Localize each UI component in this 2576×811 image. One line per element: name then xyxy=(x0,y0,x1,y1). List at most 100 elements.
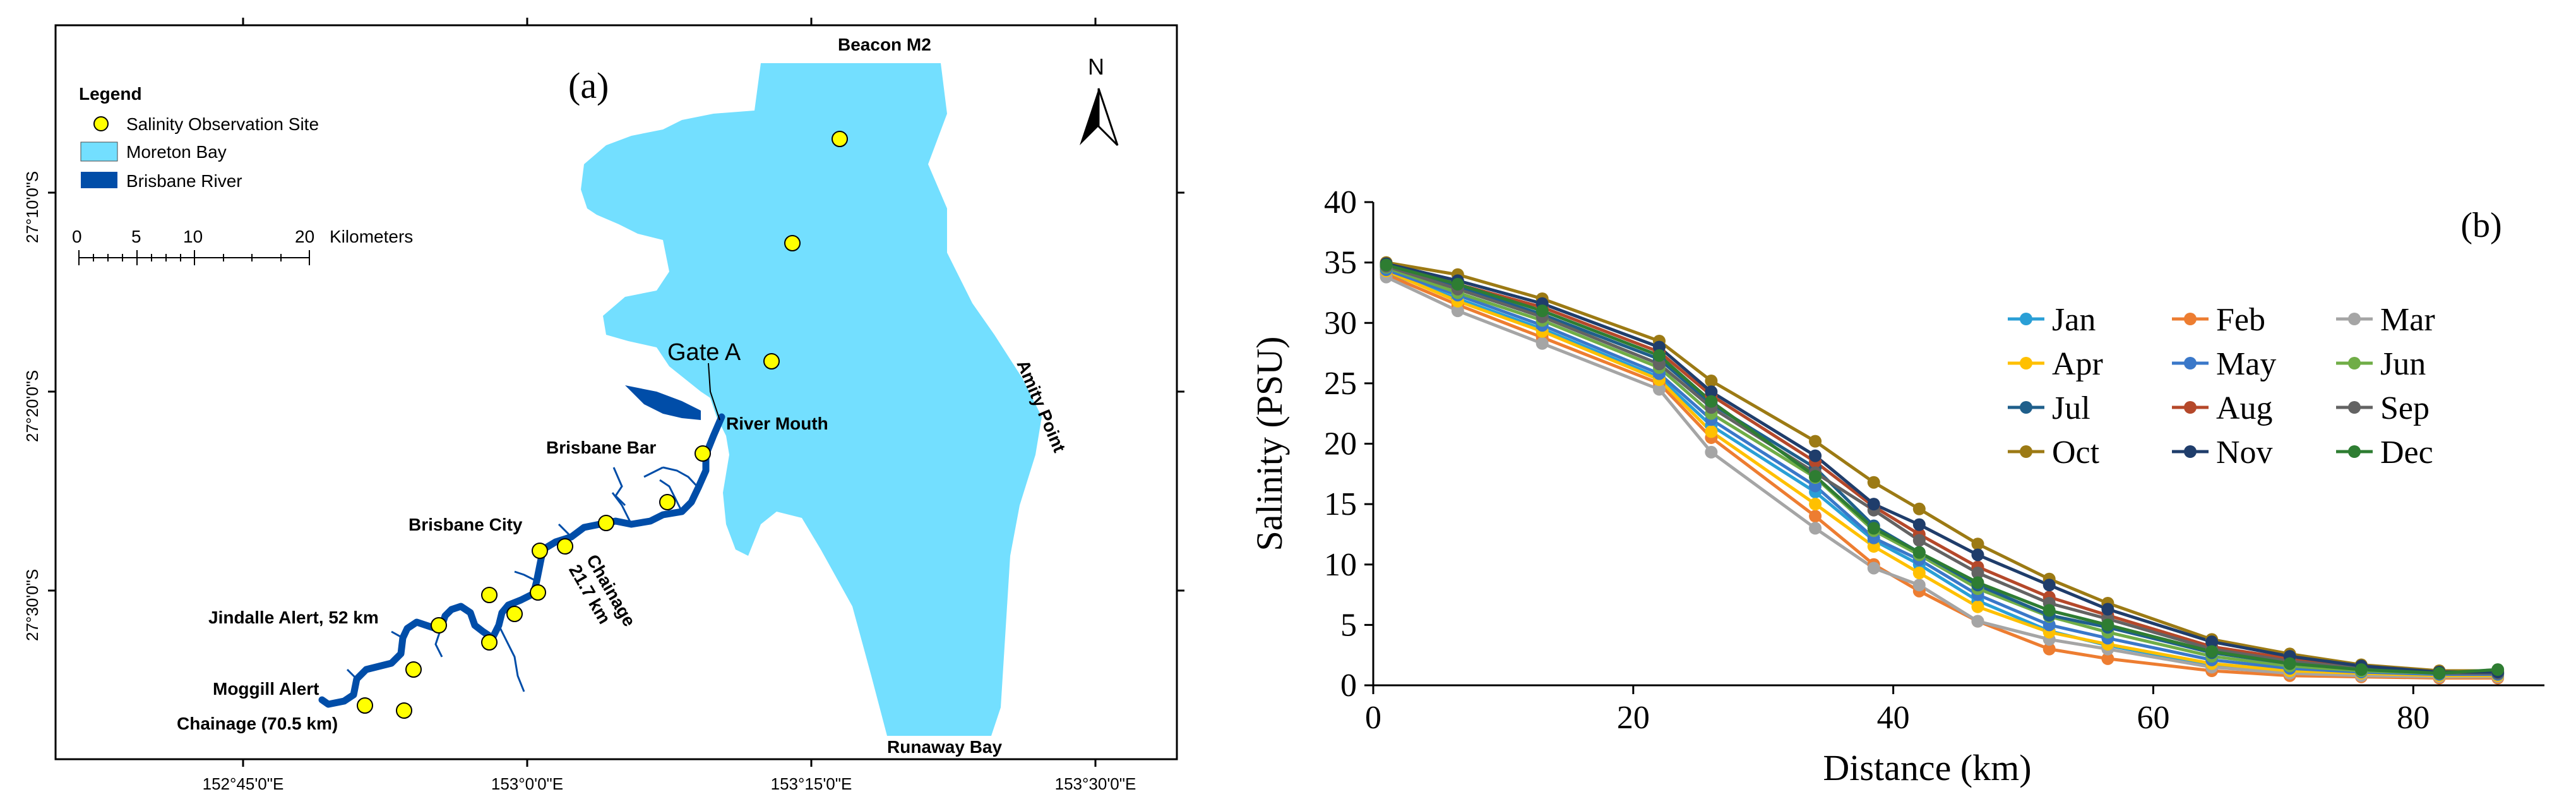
lon-label-153-15: 153°15'0"E xyxy=(771,774,852,793)
y-tick-label: 30 xyxy=(1324,305,1357,341)
series-line-jan xyxy=(1385,270,2498,676)
data-point-dec xyxy=(1912,546,1926,559)
y-tick-label: 35 xyxy=(1324,245,1357,281)
data-point-dec xyxy=(2101,618,2114,632)
data-point-feb xyxy=(2101,652,2114,665)
legend-label-may: May xyxy=(2216,346,2276,382)
legend-marker-dec xyxy=(2348,445,2361,458)
chart-axes: 0 5 10 15 20 25 30 35 40 0 20 40 60 80 xyxy=(1324,184,2544,736)
label-river-mouth: River Mouth xyxy=(726,414,828,433)
data-point-dec xyxy=(1451,278,1464,291)
data-point-apr xyxy=(1705,425,1718,438)
data-point-dec xyxy=(2433,666,2446,680)
legend-site-label: Salinity Observation Site xyxy=(126,114,319,134)
data-point-dec xyxy=(1653,349,1666,362)
panel-label-a: (a) xyxy=(568,65,609,106)
data-point-mar xyxy=(1705,445,1718,459)
legend-label-jan: Jan xyxy=(2052,302,2096,338)
legend-marker-apr xyxy=(2020,357,2032,369)
data-point-feb xyxy=(2042,642,2056,656)
data-point-dec xyxy=(2283,657,2296,670)
data-point-mar xyxy=(1535,337,1549,350)
observation-site-1 xyxy=(832,131,848,147)
data-point-apr xyxy=(1971,600,1984,613)
moreton-bay-area xyxy=(581,63,1042,736)
lat-label-27-20: 27°20'0"S xyxy=(23,370,42,442)
series-line-jul xyxy=(1385,264,2498,675)
legend-river-swatch xyxy=(81,172,117,188)
observation-site-5 xyxy=(659,494,676,510)
data-point-mar xyxy=(1912,579,1926,592)
label-chainage-70-5: Chainage (70.5 km) xyxy=(177,714,338,733)
legend-marker-jan xyxy=(2020,313,2032,325)
legend-label-dec: Dec xyxy=(2380,435,2433,471)
observation-site-16 xyxy=(396,702,412,719)
series-line-dec xyxy=(1385,263,2498,675)
north-label: N xyxy=(1088,54,1104,80)
legend-marker-jun xyxy=(2348,357,2361,369)
x-axis-label: Distance (km) xyxy=(1823,747,2031,788)
series-line-feb xyxy=(1385,273,2498,680)
data-point-dec xyxy=(2354,663,2368,676)
lat-label-27-10: 27°10'0"S xyxy=(23,171,42,243)
y-tick-label: 10 xyxy=(1324,547,1357,583)
observation-site-11 xyxy=(506,606,523,622)
data-point-nov xyxy=(1705,385,1718,399)
gate-pointer-line xyxy=(708,363,720,421)
observation-site-10 xyxy=(481,587,498,603)
label-beacon-m2: Beacon M2 xyxy=(838,35,931,54)
x-tick-label: 60 xyxy=(2137,700,2169,736)
data-point-nov xyxy=(1912,518,1926,531)
data-point-mar xyxy=(1971,615,1984,628)
scale-unit: Kilometers xyxy=(330,227,413,246)
legend-label-jul: Jul xyxy=(2052,390,2090,426)
observation-site-15 xyxy=(357,697,373,714)
legend-label-feb: Feb xyxy=(2216,302,2265,338)
observation-site-8 xyxy=(557,538,573,555)
lon-label-153-30: 153°30'0"E xyxy=(1055,774,1136,793)
data-point-apr xyxy=(1809,498,1822,511)
observation-site-13 xyxy=(481,634,498,651)
legend-marker-feb xyxy=(2184,313,2197,325)
data-point-mar xyxy=(1451,304,1464,318)
legend-label-sep: Sep xyxy=(2380,390,2430,426)
legend-label-mar: Mar xyxy=(2380,302,2435,338)
observation-site-12 xyxy=(431,617,447,634)
river-mouth-shore xyxy=(625,385,701,420)
data-point-dec xyxy=(1380,258,1393,272)
y-tick-label: 40 xyxy=(1324,184,1357,220)
observation-site-4 xyxy=(695,445,711,462)
data-point-dec xyxy=(1867,522,1880,535)
series-line-mar xyxy=(1385,275,2498,679)
data-point-nov xyxy=(1867,498,1880,511)
y-tick-label: 15 xyxy=(1324,486,1357,522)
lon-label-153-0: 153°0'0"E xyxy=(491,774,563,793)
series-line-sep xyxy=(1385,265,2498,675)
river-tributaries xyxy=(346,466,700,692)
scale-tick-10: 10 xyxy=(183,227,203,246)
data-point-oct xyxy=(1971,538,1984,551)
legend-marker-oct xyxy=(2020,445,2032,458)
legend-marker-jul xyxy=(2020,401,2032,414)
legend-river-label: Brisbane River xyxy=(126,171,242,191)
label-brisbane-bar: Brisbane Bar xyxy=(546,438,656,457)
x-tick-label: 0 xyxy=(1365,700,1381,736)
legend-label-nov: Nov xyxy=(2216,435,2273,471)
observation-site-14 xyxy=(405,661,422,678)
legend-label-jun: Jun xyxy=(2380,346,2426,382)
data-point-dec xyxy=(1971,576,1984,589)
legend-label-apr: Apr xyxy=(2052,346,2103,382)
observation-site-7 xyxy=(532,543,548,559)
data-point-feb xyxy=(1809,510,1822,523)
data-point-dec xyxy=(1535,304,1549,318)
legend-marker-sep xyxy=(2348,401,2361,414)
legend-bay-swatch xyxy=(80,141,118,162)
chart-series-points xyxy=(1380,256,2505,685)
data-point-dec xyxy=(1809,470,1822,483)
x-tick-label: 80 xyxy=(2397,700,2430,736)
data-point-nov xyxy=(1809,449,1822,462)
series-line-nov xyxy=(1386,262,2498,674)
data-point-nov xyxy=(2205,635,2219,649)
legend-title: Legend xyxy=(79,84,142,104)
y-tick-label: 5 xyxy=(1340,607,1357,643)
